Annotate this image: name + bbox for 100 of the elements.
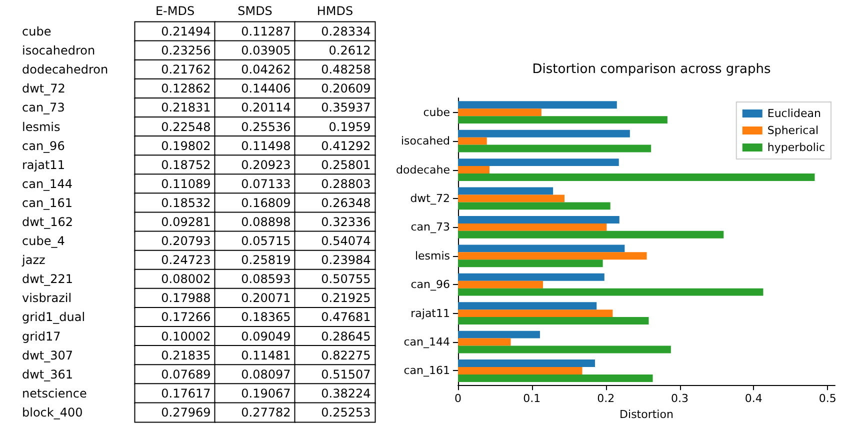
bar <box>458 374 653 382</box>
data-label: 0.54074 <box>321 234 371 248</box>
y-tick-label: dwt_72 <box>410 192 450 205</box>
bar <box>458 338 511 346</box>
bar <box>458 116 668 124</box>
bar <box>458 174 815 181</box>
y-tick-label: grid1_dual <box>22 310 86 324</box>
bar <box>458 317 649 325</box>
bar <box>458 244 625 252</box>
data-label: 0.16809 <box>241 196 291 210</box>
y-tick-label: visbrazil <box>22 291 72 306</box>
y-tick-label: can_144 <box>22 176 72 191</box>
data-label: 0.22548 <box>161 120 211 134</box>
data-label: 0.08097 <box>241 367 291 382</box>
data-label: 0.38224 <box>321 386 371 400</box>
data-label: 0.14406 <box>241 82 291 96</box>
bar <box>458 260 603 268</box>
x-tick-label: 0.4 <box>744 392 762 406</box>
bar <box>458 252 647 260</box>
y-tick-label: dodecahe <box>396 163 450 176</box>
data-label: 0.41292 <box>321 138 371 153</box>
bar <box>458 194 564 202</box>
data-label: 0.11287 <box>241 24 291 39</box>
y-tick-label: cube <box>22 24 52 39</box>
y-tick-label: cube <box>423 106 450 119</box>
bar <box>458 216 620 224</box>
data-label: 0.25819 <box>241 253 291 268</box>
data-label: 0.20071 <box>241 291 291 306</box>
bar <box>458 280 543 288</box>
y-tick-label: can_96 <box>410 278 450 292</box>
y-tick-label: isocahedron <box>22 44 96 58</box>
x-tick-label: 0 <box>454 392 462 406</box>
data-label: 0.12862 <box>161 82 211 96</box>
data-label: 0.21762 <box>161 62 211 77</box>
data-label: 0.11498 <box>241 138 291 153</box>
legend-label: Spherical <box>767 124 819 137</box>
bar <box>458 310 613 318</box>
bar <box>458 144 652 152</box>
bar <box>458 360 595 368</box>
data-label: 0.25801 <box>321 158 371 172</box>
bar <box>458 367 582 374</box>
legend-label: Euclidean <box>767 107 821 120</box>
data-label: 0.10002 <box>161 329 211 344</box>
bar <box>458 202 610 210</box>
data-label: 0.25536 <box>241 120 291 134</box>
data-label: 0.32336 <box>321 215 371 229</box>
data-label: 0.20793 <box>161 234 211 248</box>
data-label: 0.24723 <box>161 253 211 268</box>
y-tick-label: can_161 <box>22 196 72 210</box>
y-tick-label: netscience <box>22 386 87 400</box>
y-tick-label: dwt_72 <box>22 82 66 96</box>
bar <box>458 187 554 195</box>
y-tick-label: can_73 <box>410 220 450 234</box>
x-tick-label: HMDS <box>316 4 354 18</box>
y-tick-label: dwt_162 <box>22 215 74 229</box>
data-label: 0.23256 <box>161 44 211 58</box>
y-tick-label: can_161 <box>404 364 450 378</box>
bar <box>458 137 487 145</box>
bar <box>458 166 490 174</box>
data-label: 0.07133 <box>241 176 291 191</box>
y-tick-label: lesmis <box>414 249 450 262</box>
y-tick-label: can_73 <box>22 100 65 115</box>
bar <box>458 230 724 238</box>
data-label: 0.08002 <box>161 272 211 286</box>
legend-label: hyperbolic <box>767 141 826 154</box>
x-axis-title: Distortion <box>620 408 674 421</box>
bar <box>458 273 604 281</box>
x-tick-label: E-MDS <box>155 4 195 18</box>
y-tick-label: rajat11 <box>410 306 450 320</box>
y-tick-label: grid17 <box>22 329 61 344</box>
data-label: 0.28803 <box>321 176 371 191</box>
data-label: 0.18752 <box>161 158 211 172</box>
data-label: 0.27969 <box>161 405 211 420</box>
bar <box>458 223 607 231</box>
data-label: 0.51507 <box>321 367 371 382</box>
y-tick-label: can_96 <box>22 138 65 153</box>
y-tick-label: can_144 <box>404 336 450 349</box>
bar <box>458 158 619 166</box>
data-label: 0.28645 <box>321 329 371 344</box>
data-label: 0.11481 <box>241 348 291 362</box>
data-label: 0.18365 <box>241 310 291 324</box>
bar <box>458 346 671 354</box>
data-label: 0.08593 <box>241 272 291 286</box>
bar <box>458 108 542 116</box>
x-tick-label: SMDS <box>238 4 272 18</box>
y-tick-label: rajat11 <box>22 158 65 172</box>
data-label: 0.27782 <box>241 405 291 420</box>
x-tick-label: 0.2 <box>597 392 615 406</box>
bar <box>458 101 617 109</box>
y-tick-label: dodecahedron <box>22 62 108 77</box>
data-label: 0.26348 <box>321 196 371 210</box>
data-label: 0.50755 <box>321 272 371 286</box>
chart-title: Distortion comparison across graphs <box>532 62 771 77</box>
bar <box>458 302 597 310</box>
data-label: 0.48258 <box>321 62 371 77</box>
data-label: 0.20923 <box>241 158 291 172</box>
y-tick-label: jazz <box>21 253 46 268</box>
bar <box>458 288 764 296</box>
bar <box>458 330 540 338</box>
data-label: 0.03905 <box>241 44 291 58</box>
